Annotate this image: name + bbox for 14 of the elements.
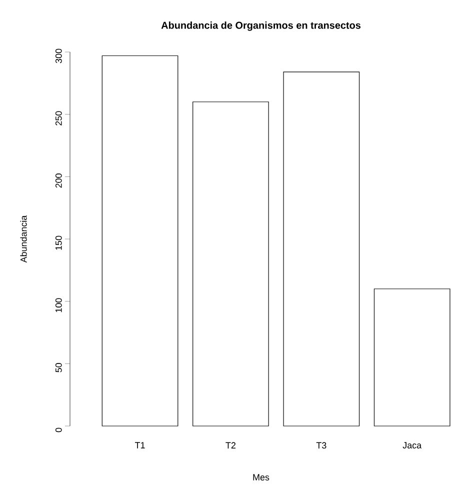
y-tick-label: 150	[55, 236, 62, 250]
y-tick-label: 50	[55, 363, 62, 372]
y-tick-label: 250	[55, 111, 62, 126]
y-tick-label: 100	[55, 298, 62, 312]
chart-title: Abundancia de Organismos en transectos	[161, 22, 361, 31]
x-tick-label: T2	[226, 442, 236, 448]
y-axis-title: Abundancia	[20, 215, 27, 263]
x-axis-title: Mes	[253, 474, 270, 480]
y-tick-label: 0	[55, 428, 62, 432]
x-tick-label: Jaca	[402, 442, 422, 448]
y-tick-label: 200	[55, 174, 62, 188]
x-tick-label: T3	[316, 442, 326, 449]
x-tick-label: T1	[134, 442, 145, 448]
y-tick-label: 300	[55, 48, 62, 64]
